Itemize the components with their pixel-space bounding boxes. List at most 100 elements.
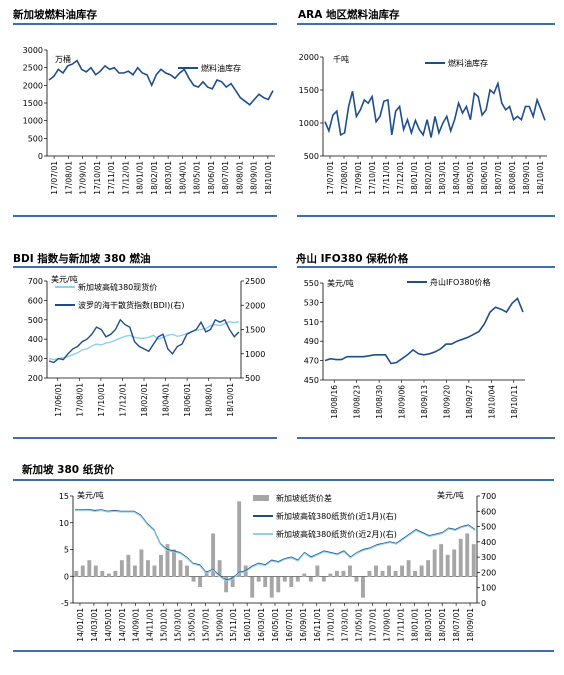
x-tick-label: 18/06/01 xyxy=(207,161,216,195)
bar xyxy=(452,549,457,577)
bar xyxy=(406,560,411,577)
y2-tick-label: 300 xyxy=(481,553,496,562)
y-tick-label: 510 xyxy=(304,318,319,327)
y2-tick-label: 400 xyxy=(481,538,496,547)
x-tick-label: 15/01/01 xyxy=(160,608,169,642)
bar xyxy=(341,570,346,577)
chart-zhoushan-ifo380: 550 530 510 490 470 450 18/08/16 18/08/23 18/08/… xyxy=(304,277,525,419)
bar xyxy=(347,565,352,577)
bar xyxy=(237,501,242,577)
bar xyxy=(471,544,476,577)
x-tick-label: 16/09/01 xyxy=(299,608,308,642)
y-tick-label: 490 xyxy=(304,337,319,346)
y-tick-label: 3000 xyxy=(23,46,43,55)
x-tick-label: 17/11/01 xyxy=(107,161,116,195)
x-tick-label: 18/07/01 xyxy=(494,161,503,195)
bar xyxy=(113,570,118,577)
x-tick-label: 18/01/01 xyxy=(410,608,419,642)
y-tick-label: 2500 xyxy=(23,64,43,73)
x-tick-label: 18/08/30 xyxy=(375,385,384,419)
x-tick-label: 17/10/01 xyxy=(93,161,102,195)
bottom-rule xyxy=(13,215,277,217)
unit-label: 美元/吨 xyxy=(51,274,78,284)
x-tick-label: 14/03/01 xyxy=(90,608,99,642)
x-tick-label: 18/09/01 xyxy=(522,161,531,195)
bar xyxy=(178,560,183,577)
x-tick-label: 18/07/01 xyxy=(452,608,461,642)
bar xyxy=(159,554,163,577)
bar xyxy=(132,565,137,577)
x-tick-label: 18/10/04 xyxy=(487,385,496,419)
bar xyxy=(80,565,85,577)
x-tick-label: 17/12/01 xyxy=(118,383,127,417)
y-tick-label: 550 xyxy=(304,279,319,288)
y-tick-label: 1000 xyxy=(299,119,319,128)
unit-label: 万桶 xyxy=(55,54,71,64)
y2-tick-label: 2500 xyxy=(245,277,265,286)
unit-label: 美元/吨 xyxy=(327,278,354,288)
bar xyxy=(230,576,235,587)
bar xyxy=(198,576,203,587)
bar xyxy=(263,576,268,587)
bar xyxy=(328,573,333,577)
title-rule xyxy=(13,266,277,268)
right-unit-label: 美元/吨 xyxy=(437,490,464,500)
x-tick-label: 18/08/01 xyxy=(508,161,517,195)
x-tick-label: 14/09/01 xyxy=(132,608,141,642)
x-tick-label: 17/11/01 xyxy=(382,161,391,195)
x-tick-label: 18/01/01 xyxy=(410,161,419,195)
bar xyxy=(152,565,157,577)
y-tick-label: 700 xyxy=(28,277,43,286)
bar xyxy=(256,576,261,582)
bottom-rule xyxy=(13,650,554,652)
y-tick-label: 1500 xyxy=(23,99,43,108)
x-tick-label: 18/08/23 xyxy=(353,385,362,419)
x-tick-label: 18/05/01 xyxy=(193,161,202,195)
title-rule xyxy=(297,266,555,268)
bar xyxy=(224,576,229,593)
x-tick-label: 15/07/01 xyxy=(201,608,210,642)
x-tick-label: 18/05/01 xyxy=(438,608,447,642)
x-tick-label: 17/11/01 xyxy=(396,608,405,642)
y-tick-label: 400 xyxy=(28,335,43,344)
bar xyxy=(400,565,405,577)
title-rule xyxy=(13,479,554,481)
x-tick-label: 14/11/01 xyxy=(146,608,155,642)
bar xyxy=(126,554,131,577)
bar xyxy=(374,565,378,577)
series-line xyxy=(324,297,524,365)
x-tick-label: 18/10/01 xyxy=(264,161,273,195)
x-tick-label: 17/07/01 xyxy=(369,608,378,642)
series-line xyxy=(324,80,546,138)
x-tick-label: 17/09/01 xyxy=(79,161,88,195)
y2-tick-label: 600 xyxy=(481,507,496,516)
y-tick-label: 2000 xyxy=(299,53,319,62)
x-tick-label: 17/09/01 xyxy=(354,161,363,195)
bar xyxy=(387,565,391,577)
x-tick-label: 14/01/01 xyxy=(76,608,85,642)
x-tick-label: 18/02/01 xyxy=(140,383,149,417)
bar xyxy=(276,576,281,593)
x-tick-label: 18/04/01 xyxy=(162,383,171,417)
y2-tick-label: 2000 xyxy=(245,301,265,310)
bar xyxy=(393,570,398,577)
bar xyxy=(302,573,307,577)
bar xyxy=(185,565,189,577)
y-tick-label: 470 xyxy=(304,357,319,366)
bar xyxy=(191,576,196,582)
x-tick-label: 15/09/01 xyxy=(215,608,224,642)
bar xyxy=(87,560,92,577)
x-tick-label: 17/08/01 xyxy=(340,161,349,195)
bar xyxy=(145,560,150,577)
x-tick-label: 18/06/01 xyxy=(480,161,489,195)
x-tick-label: 15/05/01 xyxy=(187,608,196,642)
x-tick-label: 18/10/11 xyxy=(510,385,519,419)
y2-tick-label: 0 xyxy=(481,599,486,608)
y-tick-label: 500 xyxy=(28,134,43,143)
x-tick-label: 18/09/27 xyxy=(465,385,474,419)
bar xyxy=(172,549,176,577)
legend-label: 燃料油库存 xyxy=(201,63,241,73)
chart4-title: 舟山 IFO380 保税价格 xyxy=(296,253,409,265)
y-tick-label: 15 xyxy=(59,492,69,501)
bar xyxy=(74,570,79,577)
